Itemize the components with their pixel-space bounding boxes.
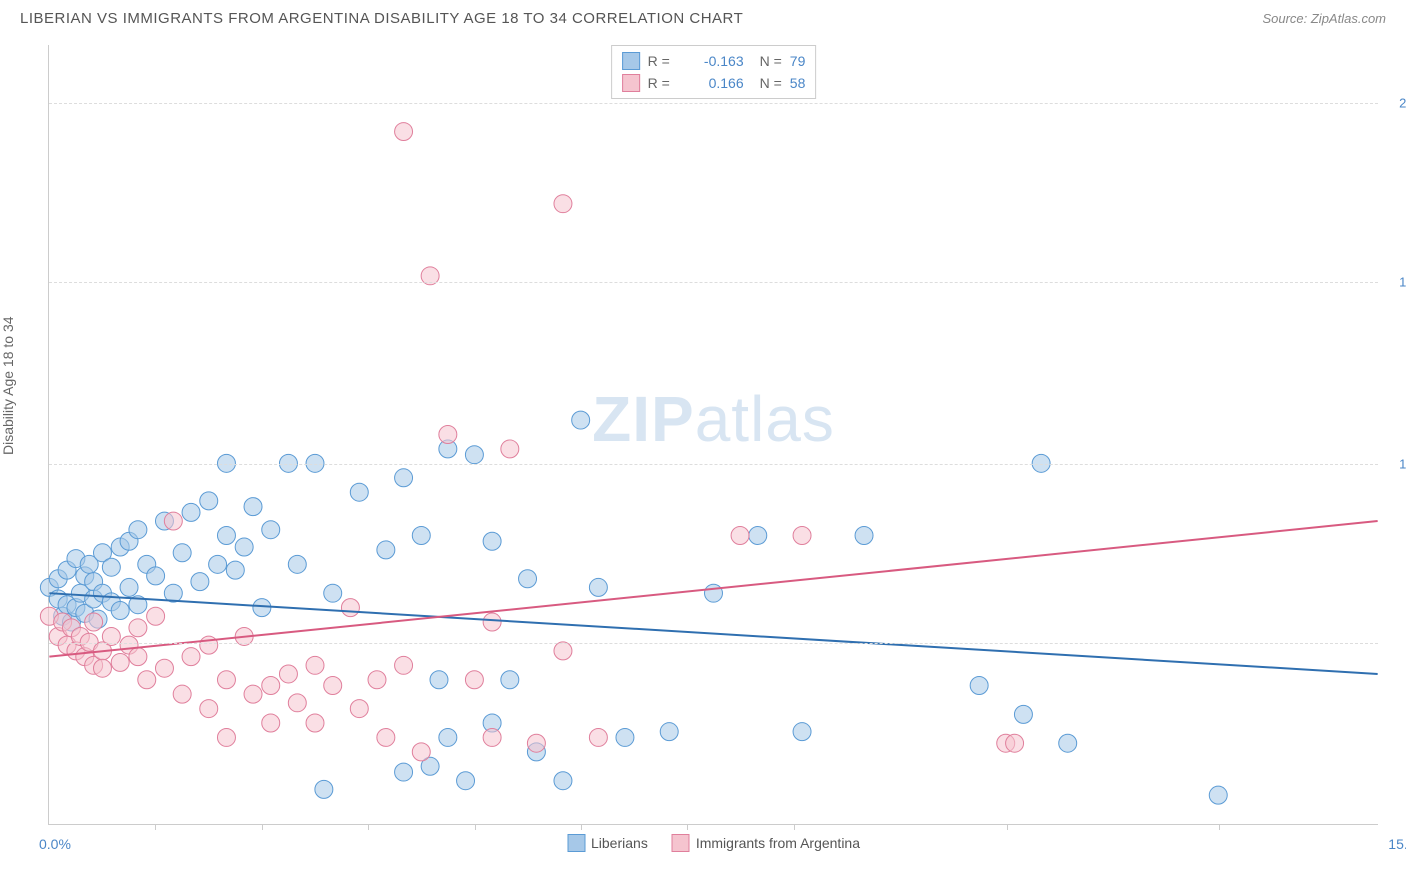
r-label: R = — [648, 75, 676, 91]
swatch-icon — [622, 74, 640, 92]
legend-item-argentina: Immigrants from Argentina — [672, 834, 860, 852]
y-axis-label: Disability Age 18 to 34 — [0, 316, 16, 455]
legend-row-argentina: R = 0.166 N = 58 — [622, 72, 806, 94]
r-label: R = — [648, 53, 676, 69]
legend-label: Liberians — [591, 835, 648, 851]
y-tick-label: 25.0% — [1399, 95, 1406, 110]
r-value: -0.163 — [684, 53, 744, 69]
series-legend: Liberians Immigrants from Argentina — [567, 834, 860, 852]
n-label: N = — [760, 53, 782, 69]
scatter-svg — [49, 45, 1378, 824]
y-tick-label: 18.8% — [1399, 274, 1406, 289]
plot-area: ZIPatlas R = -0.163 N = 79 R = 0.166 N =… — [48, 45, 1378, 825]
x-max-label: 15.0% — [1388, 836, 1406, 852]
chart-header: LIBERIAN VS IMMIGRANTS FROM ARGENTINA DI… — [0, 0, 1406, 35]
y-tick-label: 12.5% — [1399, 456, 1406, 471]
source-label: Source: ZipAtlas.com — [1262, 11, 1386, 26]
swatch-icon — [567, 834, 585, 852]
n-label: N = — [760, 75, 782, 91]
legend-label: Immigrants from Argentina — [696, 835, 860, 851]
chart-title: LIBERIAN VS IMMIGRANTS FROM ARGENTINA DI… — [20, 10, 743, 27]
x-min-label: 0.0% — [39, 836, 71, 852]
n-value: 58 — [790, 75, 806, 91]
legend-item-liberians: Liberians — [567, 834, 648, 852]
swatch-icon — [672, 834, 690, 852]
n-value: 79 — [790, 53, 806, 69]
swatch-icon — [622, 52, 640, 70]
legend-row-liberians: R = -0.163 N = 79 — [622, 50, 806, 72]
correlation-legend: R = -0.163 N = 79 R = 0.166 N = 58 — [611, 45, 817, 99]
r-value: 0.166 — [684, 75, 744, 91]
chart-container: Disability Age 18 to 34 ZIPatlas R = -0.… — [0, 35, 1406, 875]
